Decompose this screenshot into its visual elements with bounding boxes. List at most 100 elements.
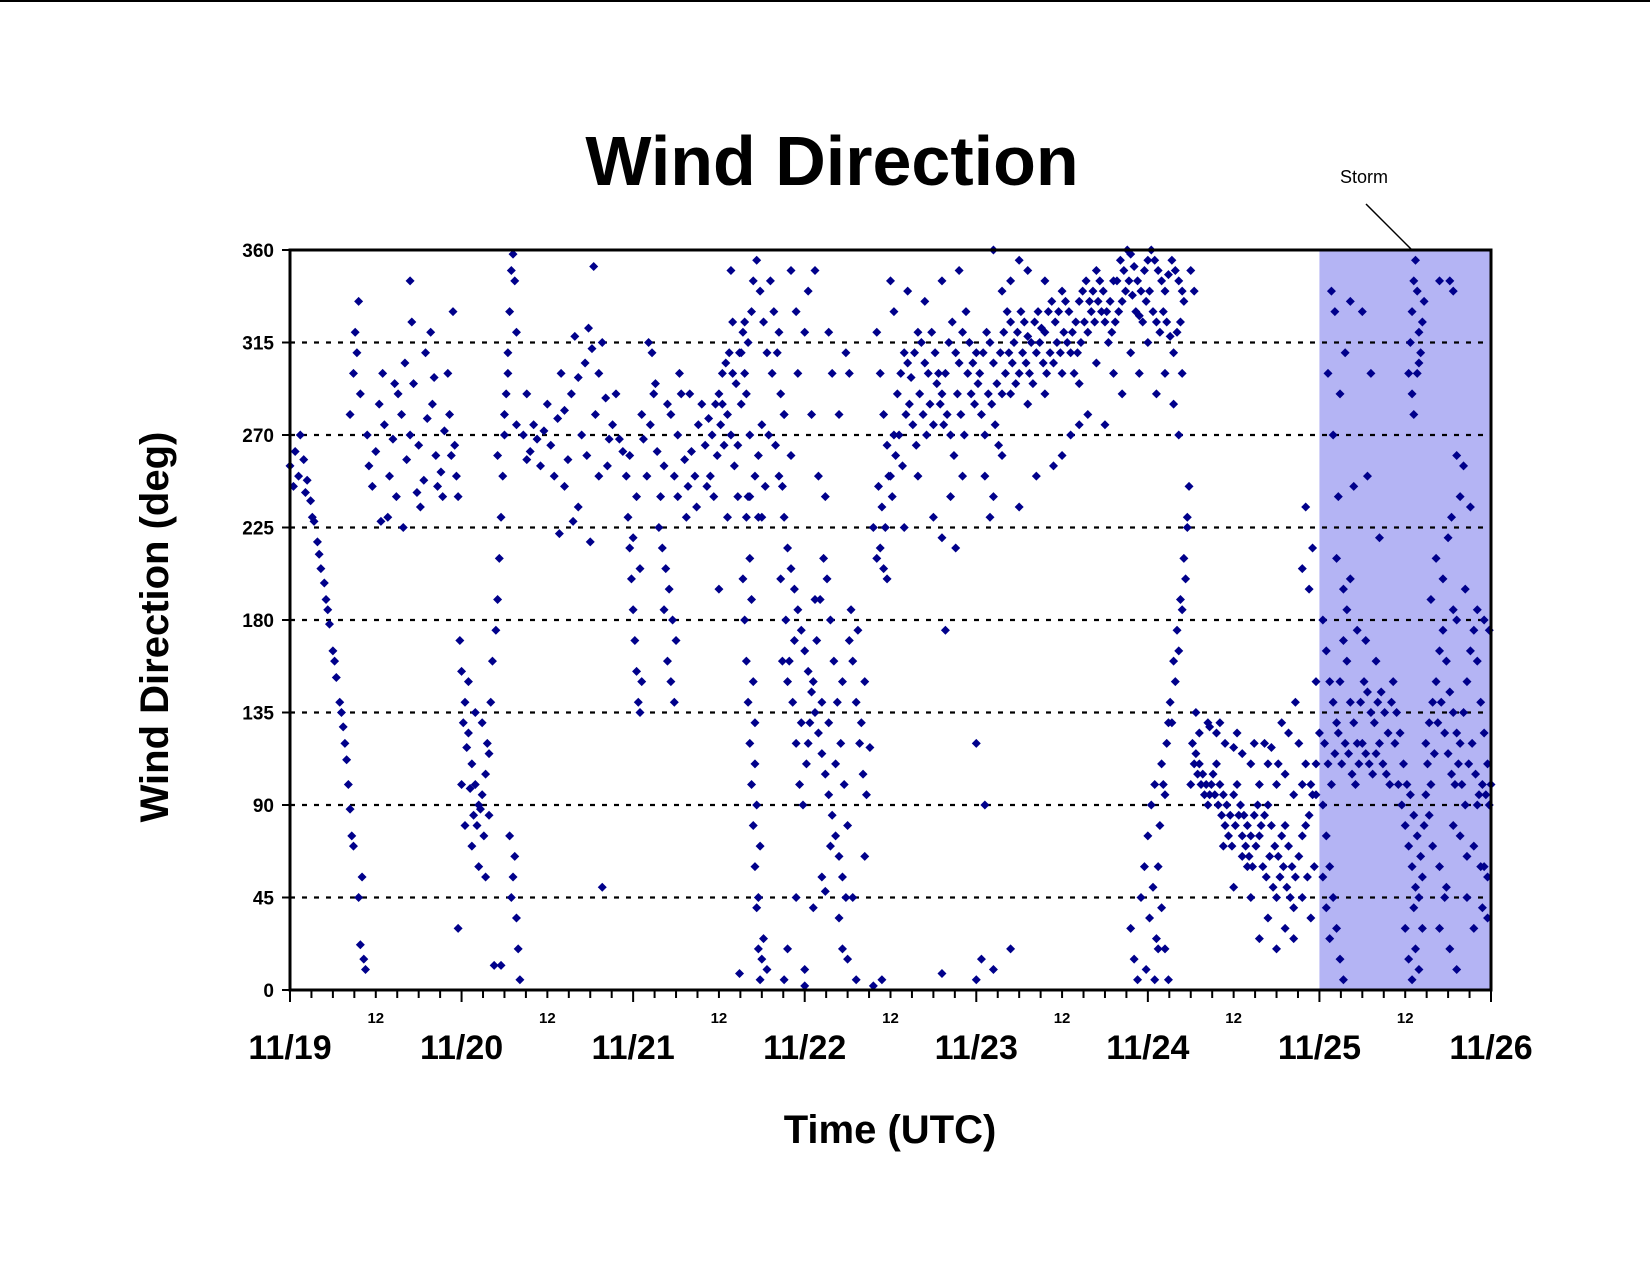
data-point (674, 368, 684, 378)
data-point (693, 420, 703, 430)
data-point (1459, 461, 1469, 471)
data-point (1452, 615, 1462, 625)
data-point (829, 656, 839, 666)
data-point (1040, 389, 1050, 399)
data-point (1163, 975, 1173, 985)
data-point (1287, 862, 1297, 872)
data-point (1356, 697, 1366, 707)
data-point (439, 426, 449, 436)
data-point (1280, 821, 1290, 831)
data-point (1335, 954, 1345, 964)
data-point (1133, 975, 1143, 985)
data-point (338, 722, 348, 732)
data-point (791, 893, 801, 902)
data-point (1314, 728, 1324, 738)
data-point (1417, 317, 1427, 327)
data-point (1471, 769, 1481, 779)
data-point (1251, 841, 1261, 851)
data-point (1215, 718, 1225, 728)
data-point (295, 430, 305, 440)
data-point (686, 446, 696, 456)
data-point (493, 594, 503, 604)
data-point (431, 451, 441, 461)
data-point (611, 389, 621, 399)
data-point (556, 368, 566, 378)
data-point (590, 409, 600, 419)
data-point (1021, 358, 1031, 368)
data-point (825, 615, 835, 625)
data-point (819, 553, 829, 563)
top-border-line (0, 0, 1650, 2)
data-point (535, 461, 545, 471)
data-point (1139, 266, 1149, 276)
data-point (745, 553, 755, 563)
data-point (733, 492, 743, 502)
data-point (776, 574, 786, 584)
data-point (1441, 882, 1451, 892)
data-point (843, 954, 853, 964)
data-point (1045, 348, 1055, 358)
data-point (632, 492, 642, 502)
data-point (529, 420, 539, 430)
data-point (738, 327, 748, 337)
data-point (848, 656, 858, 666)
data-point (515, 975, 525, 985)
data-point (865, 742, 875, 752)
data-point (1000, 368, 1010, 378)
data-point (1272, 944, 1282, 954)
data-point (422, 414, 432, 424)
data-point (453, 923, 463, 933)
data-point (1151, 317, 1161, 327)
data-point (1138, 317, 1148, 327)
data-point (1318, 615, 1328, 625)
data-point (621, 471, 631, 481)
data-point (1136, 286, 1146, 296)
data-point (810, 594, 820, 604)
data-point (302, 475, 312, 485)
data-point (1414, 893, 1424, 902)
data-point (1407, 862, 1417, 872)
data-point (1472, 605, 1482, 615)
data-point (747, 307, 757, 317)
data-point (880, 523, 890, 532)
data-point (1335, 677, 1345, 687)
data-point (808, 677, 818, 687)
data-point (1280, 769, 1290, 779)
data-point (462, 742, 472, 752)
data-point (728, 368, 738, 378)
data-point (1074, 379, 1084, 389)
data-point (1263, 913, 1273, 923)
data-point (511, 913, 521, 923)
data-point (1392, 708, 1402, 717)
data-point (553, 414, 563, 424)
data-point (1455, 738, 1465, 748)
data-point (841, 893, 851, 902)
data-point (1126, 923, 1136, 933)
data-point (740, 615, 750, 625)
data-point (635, 708, 645, 717)
data-point (1428, 697, 1438, 707)
data-point (330, 656, 340, 666)
data-point (393, 389, 403, 399)
data-point (872, 327, 882, 337)
data-point (463, 677, 473, 687)
data-point (1146, 800, 1156, 810)
data-point (717, 368, 727, 378)
data-point (1436, 697, 1446, 707)
data-point (789, 584, 799, 594)
data-point (988, 492, 998, 502)
data-point (1340, 348, 1350, 358)
data-point (1272, 893, 1282, 902)
data-point (779, 975, 789, 985)
data-point (1404, 841, 1414, 851)
data-point (1270, 841, 1280, 851)
data-point (724, 348, 734, 358)
data-point (716, 420, 726, 430)
data-point (513, 944, 523, 954)
data-point (1477, 903, 1487, 913)
data-point (783, 543, 793, 553)
data-point (355, 389, 365, 399)
data-point (963, 368, 973, 378)
data-point (1297, 831, 1307, 841)
data-point (827, 368, 837, 378)
